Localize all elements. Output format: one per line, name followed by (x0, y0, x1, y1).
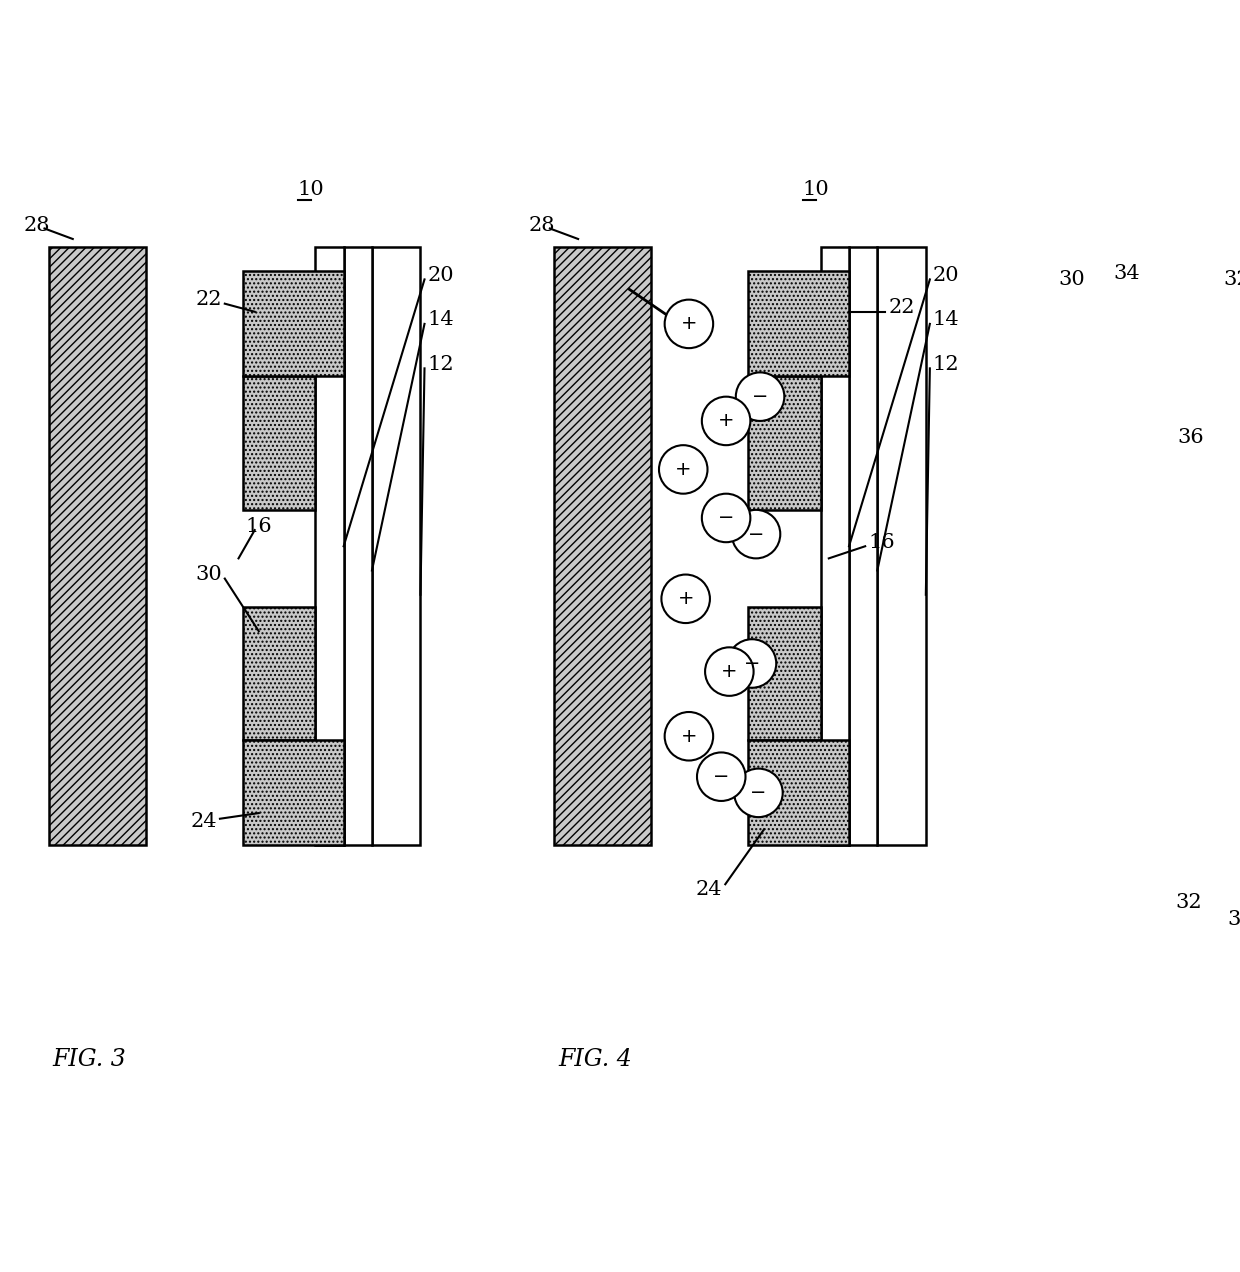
Bar (748, 740, 849, 846)
Text: FIG. 4: FIG. 4 (558, 1048, 631, 1071)
Bar (554, 247, 651, 846)
Bar (343, 247, 372, 846)
Circle shape (665, 712, 713, 761)
Text: 30: 30 (1058, 270, 1085, 289)
Text: +: + (722, 663, 738, 681)
Text: −: − (750, 784, 766, 803)
Bar (748, 377, 821, 510)
Bar (48, 247, 145, 846)
Circle shape (697, 753, 745, 801)
Text: 10: 10 (804, 179, 830, 198)
Circle shape (728, 640, 776, 688)
Text: −: − (718, 509, 734, 528)
Bar (821, 247, 849, 846)
Text: 32: 32 (1224, 270, 1240, 289)
Text: 16: 16 (868, 533, 895, 552)
Bar (748, 607, 821, 740)
Circle shape (702, 397, 750, 445)
Bar (315, 247, 343, 846)
Text: 22: 22 (196, 290, 222, 309)
Bar (849, 247, 878, 846)
Text: 34: 34 (1228, 911, 1240, 930)
Text: 30: 30 (195, 565, 222, 584)
Text: 34: 34 (1114, 265, 1140, 284)
Text: 20: 20 (428, 266, 454, 285)
Text: 10: 10 (298, 179, 325, 198)
Text: 14: 14 (428, 310, 454, 329)
Text: 24: 24 (191, 812, 217, 831)
Circle shape (658, 445, 708, 494)
Bar (243, 271, 343, 377)
Text: −: − (748, 524, 764, 543)
Circle shape (661, 575, 711, 623)
Text: −: − (751, 387, 769, 406)
Text: −: − (744, 654, 760, 673)
Text: 22: 22 (888, 298, 915, 317)
Text: +: + (681, 314, 697, 333)
Text: 12: 12 (428, 355, 454, 374)
Text: +: + (675, 460, 692, 480)
Bar (243, 607, 315, 740)
Text: 32: 32 (1176, 893, 1202, 912)
Text: +: + (718, 411, 734, 430)
Bar (243, 740, 343, 846)
Bar (878, 247, 926, 846)
Text: 16: 16 (246, 516, 272, 536)
Text: 12: 12 (932, 355, 960, 374)
Circle shape (735, 373, 785, 421)
Text: 36: 36 (1178, 427, 1204, 446)
Text: FIG. 3: FIG. 3 (52, 1048, 126, 1071)
Text: −: − (713, 767, 729, 786)
Circle shape (702, 494, 750, 542)
Text: 20: 20 (932, 266, 960, 285)
Text: +: + (681, 726, 697, 745)
Circle shape (734, 768, 782, 817)
Text: +: + (677, 589, 694, 608)
Circle shape (732, 510, 780, 558)
Text: 14: 14 (932, 310, 960, 329)
Text: 28: 28 (528, 216, 556, 235)
Bar (748, 271, 849, 377)
Bar (372, 247, 420, 846)
Text: 28: 28 (24, 216, 50, 235)
Bar (243, 377, 315, 510)
Text: 24: 24 (696, 880, 723, 899)
Circle shape (665, 300, 713, 349)
Circle shape (706, 647, 754, 696)
